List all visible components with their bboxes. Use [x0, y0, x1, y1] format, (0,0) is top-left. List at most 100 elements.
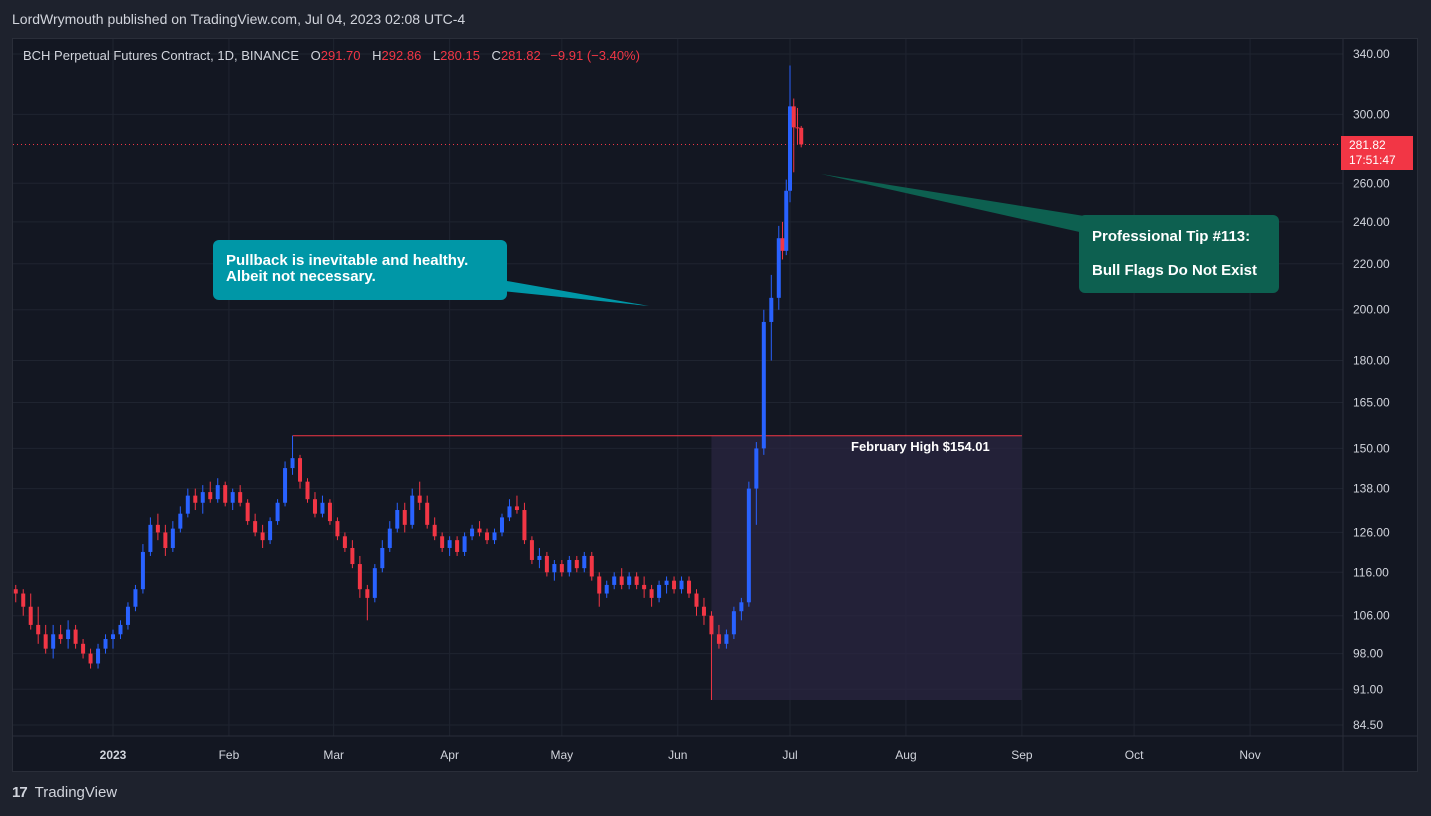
candle-body	[395, 510, 400, 529]
symbol-legend: BCH Perpetual Futures Contract, 1D, BINA…	[23, 48, 640, 63]
candle-body	[417, 495, 422, 503]
candle-body	[559, 564, 564, 573]
candle-body	[724, 634, 729, 644]
y-tick-label: 98.00	[1353, 647, 1383, 661]
y-tick-label: 200.00	[1353, 303, 1390, 317]
x-tick-label: Oct	[1125, 748, 1144, 762]
range-box	[711, 435, 1022, 700]
candle-body	[327, 502, 332, 522]
candle-body	[492, 532, 497, 541]
candle-body	[28, 606, 33, 625]
candle-body	[612, 576, 617, 585]
candle-body	[780, 238, 785, 251]
candle-body	[784, 190, 789, 251]
x-tick-label: May	[551, 748, 574, 762]
candle-body	[253, 521, 258, 533]
candle-body	[103, 639, 108, 649]
candle-body	[215, 485, 220, 500]
february-high-label: February High $154.01	[851, 439, 990, 454]
candle-body	[799, 127, 804, 145]
tip-callout-line1: Professional Tip #113:	[1092, 228, 1251, 245]
brand-name: TradingView	[34, 784, 118, 801]
candle-body	[544, 555, 549, 573]
tip-callout[interactable]: Professional Tip #113: Bull Flags Do Not…	[1079, 215, 1279, 293]
candle-body	[514, 506, 519, 511]
candle-body	[440, 536, 445, 548]
chart-frame[interactable]: BCH Perpetual Futures Contract, 1D, BINA…	[12, 38, 1418, 772]
x-tick-label: Jun	[668, 748, 687, 762]
candle-body	[88, 653, 93, 664]
candle-body	[185, 495, 190, 514]
candle-body	[268, 521, 273, 541]
x-tick-label: Mar	[323, 748, 344, 762]
candle-body	[709, 615, 714, 635]
y-tick-label: 150.00	[1353, 441, 1390, 455]
candle-body	[657, 584, 662, 598]
candle-body	[507, 506, 512, 518]
publish-header: LordWrymouth published on TradingView.co…	[0, 0, 1431, 38]
candle-body	[739, 602, 744, 612]
tip-callout-line2: Bull Flags Do Not Exist	[1092, 262, 1258, 279]
last-price: 281.82	[1349, 138, 1386, 152]
candle-body	[679, 580, 684, 590]
candle-body	[245, 502, 250, 522]
y-tick-label: 220.00	[1353, 257, 1390, 271]
candle-body	[776, 238, 781, 298]
pullback-callout[interactable]: Pullback is inevitable and healthy. Albe…	[213, 240, 507, 300]
candle-body	[305, 481, 310, 500]
candle-body	[788, 106, 792, 191]
candle-body	[140, 551, 145, 590]
candle-body	[230, 492, 235, 503]
candle-body	[200, 492, 205, 503]
candle-body	[223, 485, 228, 503]
publish-info: LordWrymouth published on TradingView.co…	[12, 11, 466, 27]
candle-body	[627, 576, 632, 585]
symbol-title: BCH Perpetual Futures Contract, 1D, BINA…	[23, 48, 299, 63]
open-label: O	[310, 48, 321, 63]
candle-body	[649, 589, 654, 598]
candle-body	[118, 624, 123, 635]
candle-body	[769, 297, 774, 322]
candle-body	[298, 458, 303, 482]
price-chart[interactable]: 340.00 300.00 260.00 240.00 220.00 200.00 180.…	[13, 39, 1417, 771]
y-tick-label: 91.00	[1353, 682, 1383, 696]
candle-body	[672, 580, 677, 590]
low-label: L	[432, 48, 441, 63]
candle-body	[746, 488, 751, 603]
candle-body	[290, 458, 295, 469]
candle-body	[731, 611, 736, 635]
x-tick-label: Nov	[1239, 748, 1260, 762]
candle-body	[208, 492, 213, 500]
high-label: H	[372, 48, 382, 63]
y-tick-label: 165.00	[1353, 395, 1390, 409]
candle-body	[58, 634, 63, 640]
y-tick-label: 84.50	[1353, 718, 1383, 732]
x-tick-label: Sep	[1011, 748, 1033, 762]
candle-body	[51, 634, 56, 649]
candle-body	[410, 495, 415, 525]
tip-callout-pointer	[821, 174, 1103, 235]
candle-body	[96, 648, 101, 664]
y-tick-label: 116.00	[1353, 565, 1389, 579]
candle-body	[432, 524, 437, 537]
x-tick-label: Aug	[895, 748, 916, 762]
candle-body	[761, 321, 766, 449]
footer-brand[interactable]: 17 TradingView	[12, 784, 117, 806]
y-tick-label: 260.00	[1353, 176, 1390, 190]
candle-body	[447, 540, 452, 548]
candle-body	[791, 106, 796, 128]
candle-body	[155, 524, 160, 533]
candle-body	[193, 495, 198, 503]
x-tick-label: Apr	[440, 748, 459, 762]
pullback-callout-line1: Pullback is inevitable and healthy.	[226, 252, 469, 269]
candle-body	[604, 584, 609, 594]
candle-body	[163, 532, 168, 548]
candle-body	[529, 540, 534, 560]
open-value: 291.70	[320, 48, 361, 63]
candle-body	[485, 532, 490, 541]
candle-body	[455, 540, 460, 552]
candle-body	[275, 502, 280, 522]
candle-body	[552, 564, 557, 573]
candle-body	[642, 584, 647, 590]
candle-body	[470, 528, 475, 537]
